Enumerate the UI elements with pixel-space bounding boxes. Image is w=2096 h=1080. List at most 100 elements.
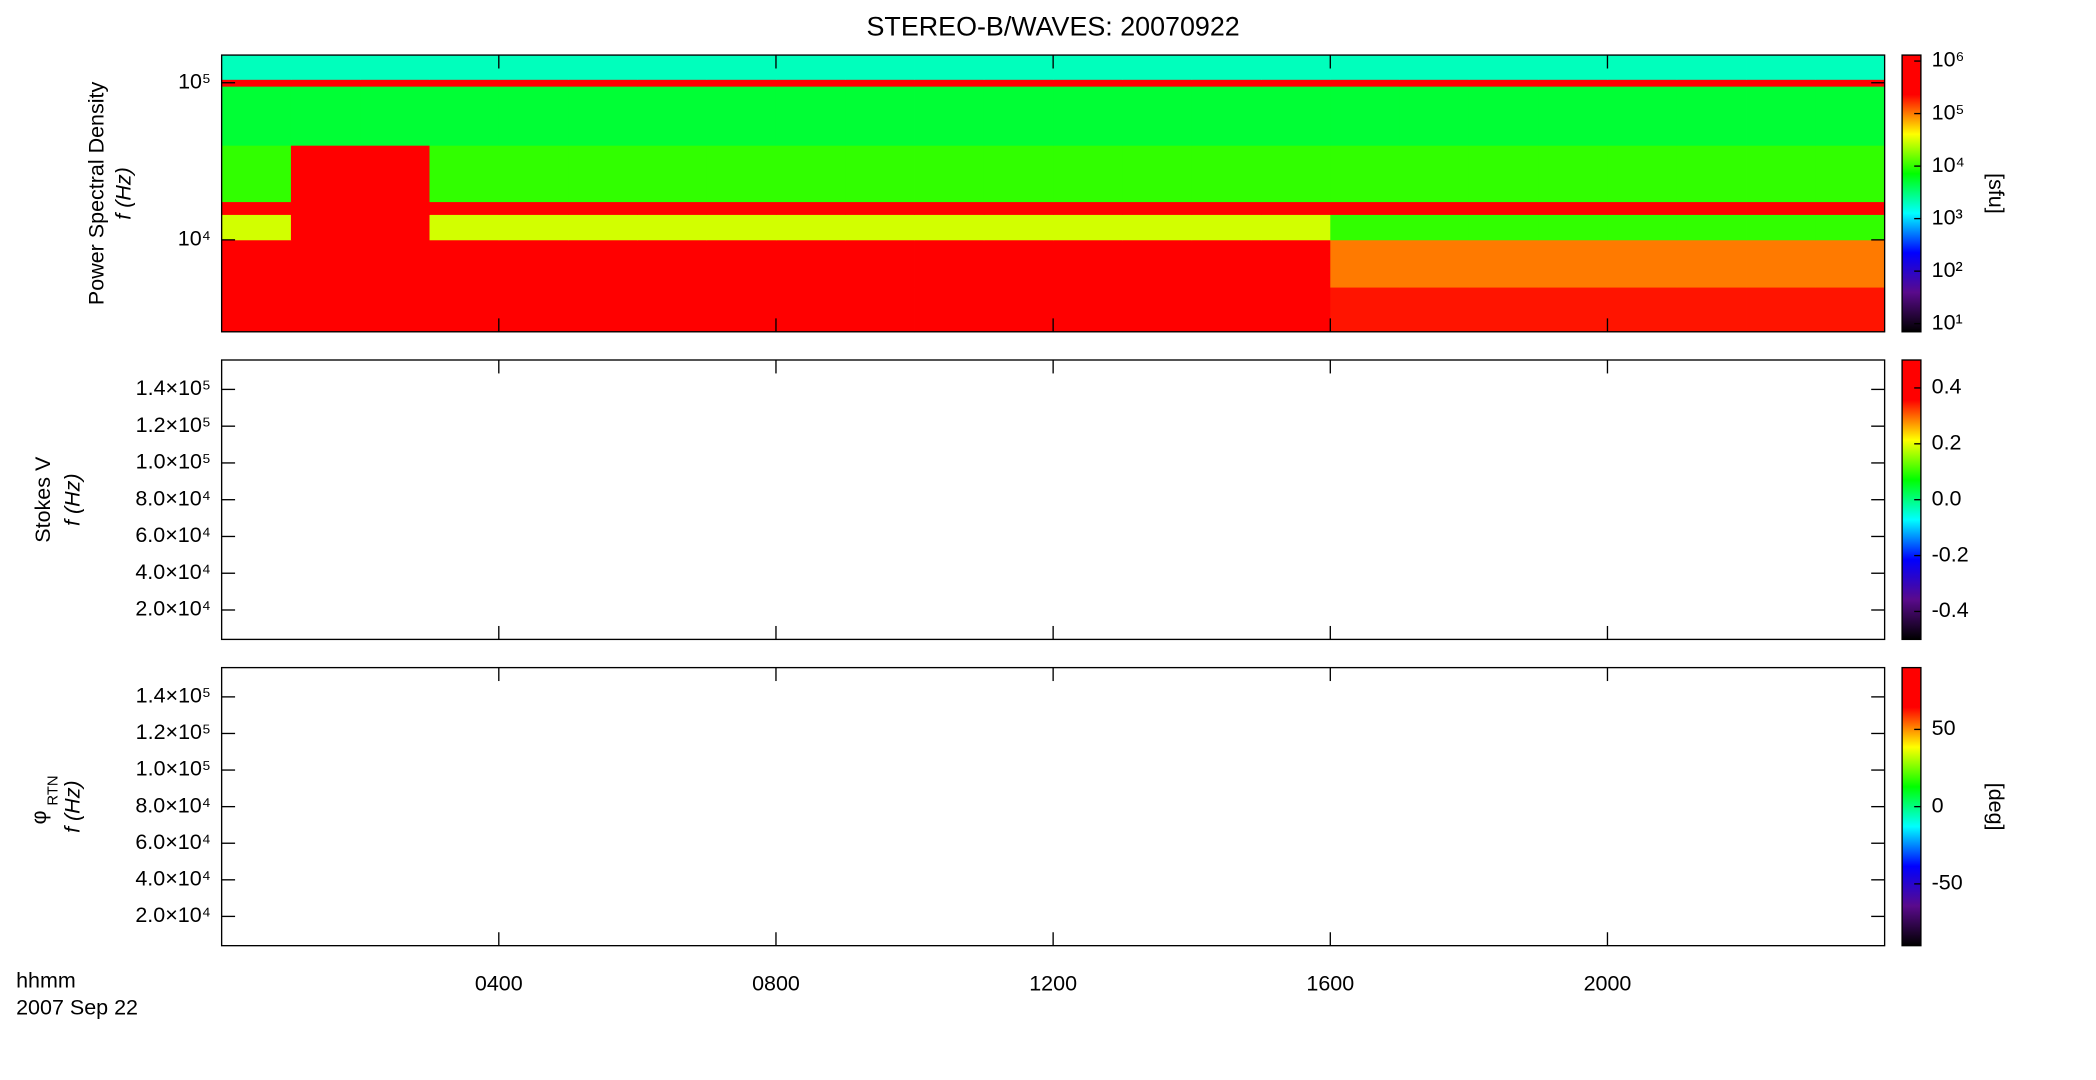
spectrogram-cell (775, 239, 846, 288)
spectrogram-cell (637, 214, 708, 241)
spectrogram-cell (1122, 86, 1193, 146)
y-tick-label: 6.0×10⁴ (135, 830, 211, 854)
spectrogram-cell (1676, 239, 1747, 288)
spectrogram-cell (1191, 201, 1262, 215)
spectrogram-cell (1746, 145, 1816, 203)
spectrogram-cell (1538, 287, 1608, 333)
spectrogram-cell (983, 79, 1054, 87)
x-tick-label: 0400 (475, 971, 523, 995)
spectrogram-cell (706, 79, 777, 87)
spectrogram-cell (1399, 55, 1470, 80)
spectrogram-cell (914, 145, 985, 203)
colorbar-tick-label: 10² (1932, 258, 1963, 282)
spectrogram-cell (983, 201, 1054, 215)
spectrogram-cell (221, 79, 292, 87)
spectrogram-cell (429, 239, 500, 288)
spectrogram-cell (221, 239, 292, 288)
spectrogram-cell (568, 79, 638, 87)
spectrogram-cell (568, 239, 638, 288)
y-axis-label: Stokes V (31, 456, 55, 543)
spectrogram-cell (1191, 214, 1262, 241)
y-axis-label-subscript: RTN (46, 775, 62, 805)
spectrogram-cell (775, 79, 846, 87)
spectrogram-cell (637, 145, 708, 203)
spectrogram-cell (1468, 214, 1539, 241)
spectrogram-cell (429, 55, 500, 80)
y-tick-label: 4.0×10⁴ (135, 560, 211, 584)
y-tick-label: 1.2×10⁵ (136, 720, 211, 744)
spectrogram-cell (360, 287, 430, 333)
spectrogram-cell (498, 214, 569, 241)
spectrogram-cell (1468, 239, 1539, 288)
spectrogram-cell (1191, 79, 1262, 87)
spectrogram-cell (845, 55, 915, 80)
spectrogram-cell (1746, 55, 1816, 80)
y-axis-label-unit: f (Hz) (61, 780, 85, 833)
colorbar-tick-label: 0.0 (1932, 486, 1962, 510)
y-tick-label: 1.0×10⁵ (136, 450, 211, 474)
spectrogram-cell (498, 145, 569, 203)
spectrogram-cell (568, 86, 638, 146)
plot-frame (220, 359, 1886, 641)
spectrogram-cell (706, 214, 777, 241)
spectrogram-cell (845, 287, 915, 333)
spectrogram-cell (1607, 55, 1678, 80)
spectrogram-cell (637, 239, 708, 288)
spectrogram-cell (360, 145, 430, 203)
spectrogram-cell (1607, 79, 1678, 87)
spectrogram-cell (1676, 86, 1747, 146)
colorbar-tick-label: 0.4 (1932, 375, 1962, 399)
spectrogram-cell (429, 145, 500, 203)
spectrogram-cell (1261, 287, 1331, 333)
spectrogram-cell (1330, 214, 1400, 241)
spectrogram-cell (568, 145, 638, 203)
colorbar (1901, 54, 1922, 333)
spectrogram-cell (1261, 214, 1331, 241)
spectrogram-cell (221, 55, 292, 80)
spectrogram-cell (1676, 55, 1747, 80)
spectrogram-cell (1676, 201, 1747, 215)
colorbar-label: [deg] (1984, 783, 2008, 831)
spectrogram-cell (1261, 86, 1331, 146)
spectrogram-cell (983, 239, 1054, 288)
spectrogram-cell (1399, 201, 1470, 215)
spectrogram-cell (1122, 55, 1193, 80)
spectrogram-cell (914, 79, 985, 87)
spectrogram-cell (1122, 201, 1193, 215)
spectrogram-cell (290, 86, 361, 146)
spectrogram-cell (221, 287, 292, 333)
spectrogram-cell (1191, 55, 1262, 80)
spectrogram-cell (983, 86, 1054, 146)
spectrogram-cell (706, 86, 777, 146)
spectrogram-cell (1053, 79, 1123, 87)
y-axis-label: Power Spectral Density (85, 82, 109, 306)
spectrogram-cell (498, 86, 569, 146)
spectrogram-cell (1122, 214, 1193, 241)
y-tick-label: 1.4×10⁵ (136, 684, 211, 708)
spectrogram-cell (290, 214, 361, 241)
spectrogram-cell (775, 214, 846, 241)
spectrogram-cell (221, 86, 292, 146)
spectrogram-cell (1468, 287, 1539, 333)
y-axis-label-unit: f (Hz) (112, 167, 136, 220)
x-tick-label: 2000 (1584, 971, 1632, 995)
colorbar-tick-label: 10³ (1932, 205, 1963, 229)
spectrogram-cell (1538, 86, 1608, 146)
spectrogram-cell (1538, 145, 1608, 203)
spectrogram-cell (290, 287, 361, 333)
spectrogram-cell (1330, 287, 1400, 333)
spectrogram-cell (1538, 201, 1608, 215)
y-tick-label: 1.0×10⁵ (136, 757, 211, 781)
spectrogram-cell (1676, 214, 1747, 241)
spectrogram-cell (1676, 145, 1747, 203)
spectrogram-cell (775, 145, 846, 203)
spectrogram-cell (1053, 55, 1123, 80)
spectrogram-cell (983, 145, 1054, 203)
spectrogram-cell (568, 55, 638, 80)
colorbar-tick-label: 10¹ (1932, 310, 1963, 334)
y-tick-label: 1.4×10⁵ (136, 376, 211, 400)
spectrogram-cell (221, 145, 292, 203)
colorbar-tick-label: 10⁵ (1932, 100, 1965, 124)
colorbar-tick-label: 10⁶ (1932, 48, 1965, 72)
